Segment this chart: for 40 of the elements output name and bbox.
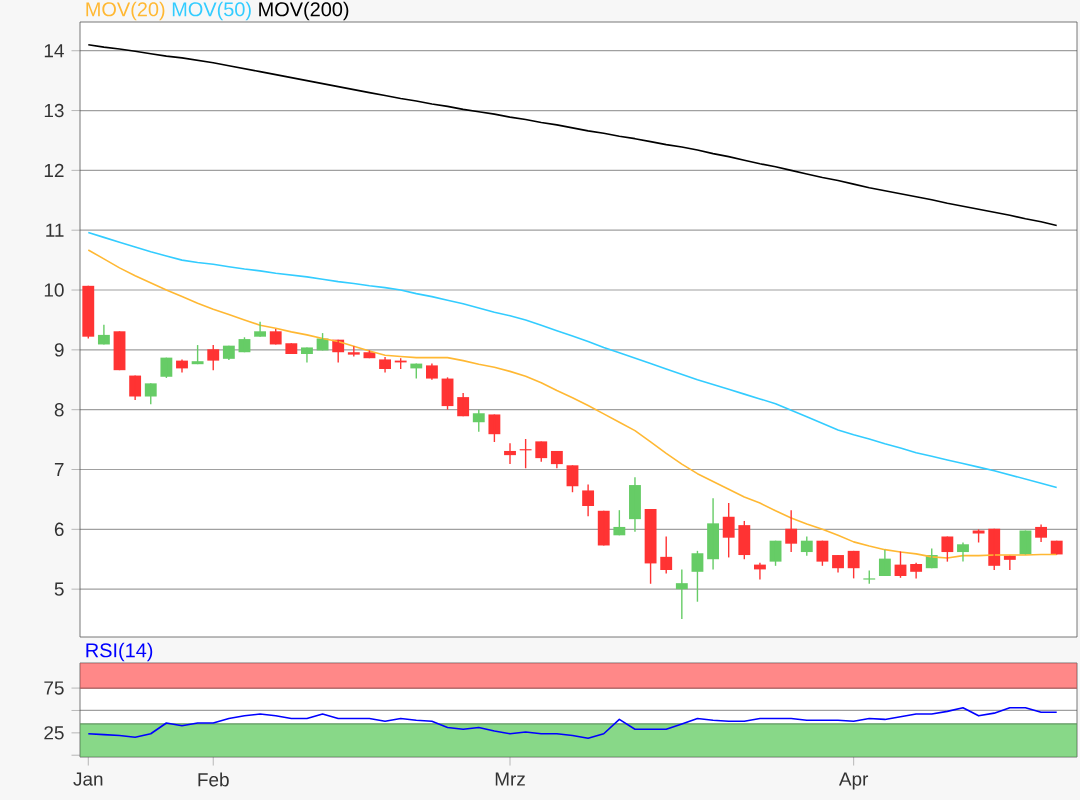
y-tick-label: 25: [44, 726, 64, 740]
y-tick-label: 5: [54, 582, 64, 596]
text: MOV(200): [259, 1, 349, 21]
y-tick-label: 14: [44, 44, 64, 58]
candlestick: [191, 344, 204, 365]
candlestick: [847, 550, 860, 580]
y-tick-label: 6: [54, 522, 64, 537]
candlestick: [722, 502, 735, 559]
candlestick: [816, 539, 829, 567]
candlestick: [160, 356, 173, 379]
x-tick-label: Jan: [73, 772, 103, 786]
y-tick-label: 75: [44, 681, 64, 695]
x-tick-label: Feb: [198, 772, 229, 787]
y-tick-label: 13: [44, 103, 64, 118]
candlestick: [644, 508, 657, 585]
candlestick: [738, 520, 751, 560]
text: RSI(14): [86, 642, 153, 662]
text: MOV(20): [86, 1, 165, 21]
y-tick-label: 12: [44, 163, 64, 177]
candlestick: [207, 344, 220, 371]
x-tick-label: Apr: [838, 772, 869, 790]
candlestick: [488, 413, 501, 443]
candlestick: [535, 440, 548, 463]
candlestick: [301, 346, 313, 364]
candlestick: [660, 535, 673, 575]
y-tick-label: 9: [54, 343, 64, 357]
y-tick-label: 7: [54, 462, 64, 477]
x-tick-label: Mrz: [495, 772, 525, 786]
candlestick: [347, 345, 360, 358]
y-tick-label: 11: [46, 223, 64, 237]
candlestick: [800, 535, 813, 557]
y-tick-label: 10: [44, 283, 64, 297]
candlestick: [425, 362, 438, 381]
candlestick: [82, 285, 95, 340]
candlestick: [144, 382, 157, 405]
text: MOV(50): [172, 1, 251, 21]
candlestick: [597, 510, 610, 547]
y-tick-label: 8: [54, 402, 64, 417]
candlestick: [254, 321, 267, 338]
candlestick: [472, 408, 485, 433]
